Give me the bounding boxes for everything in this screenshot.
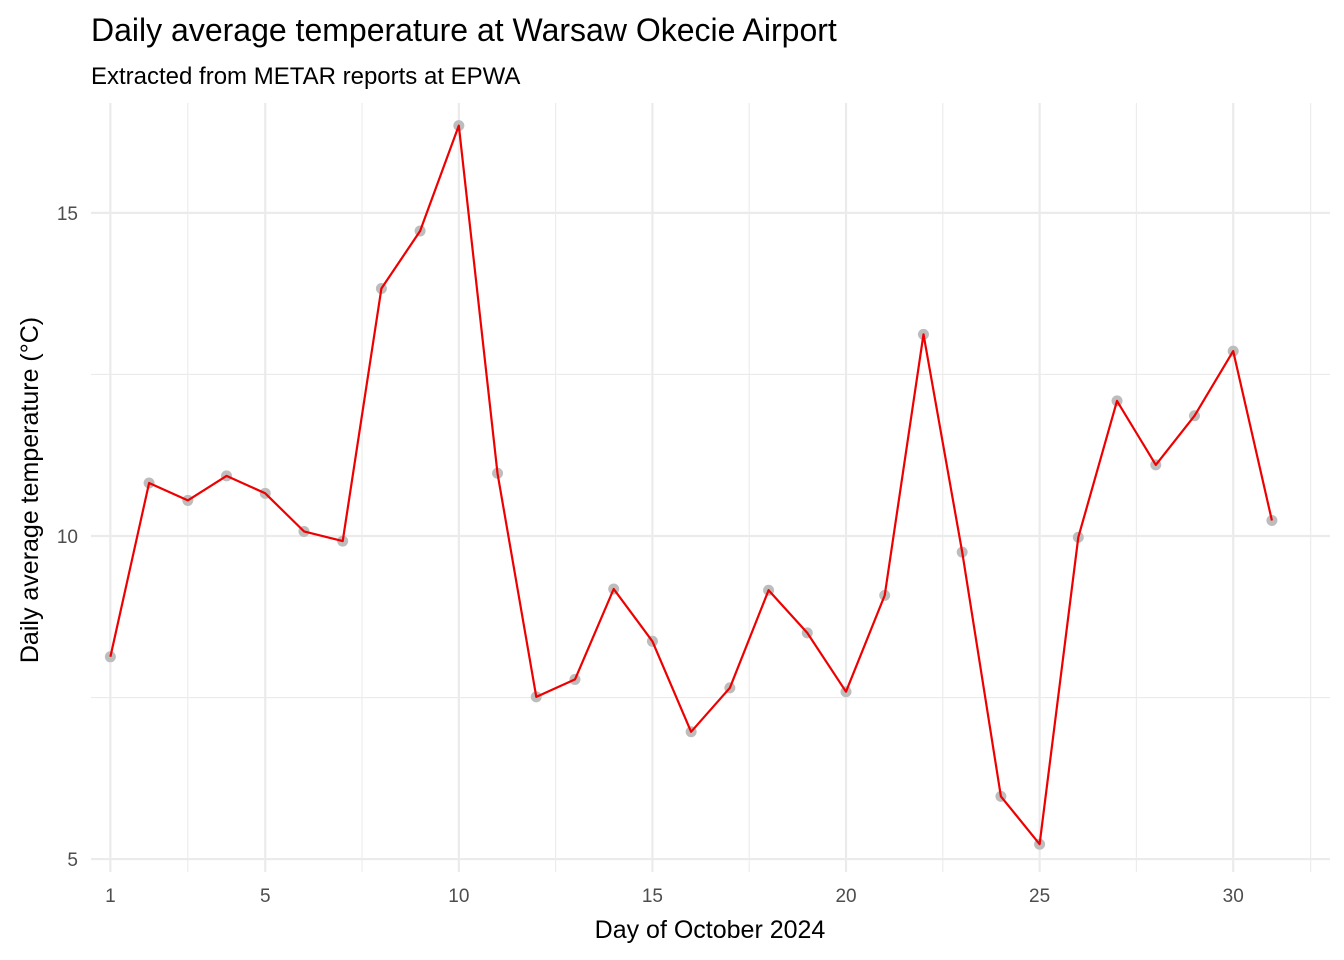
gridlines: [91, 103, 1330, 872]
data-point-day-1: [104, 651, 116, 663]
y-tick-label-0: 5: [67, 850, 78, 871]
x-tick-label-2: 10: [448, 886, 469, 907]
y-tick-label-1: 10: [57, 527, 78, 548]
temperature-series: [104, 120, 1278, 850]
temperature-line: [109, 124, 1273, 846]
x-tick-label-1: 5: [260, 886, 271, 907]
x-tick-label-4: 20: [835, 886, 856, 907]
x-axis-title: Day of October 2024: [595, 916, 826, 944]
y-axis-title: Daily average temperature (°C): [16, 317, 44, 663]
x-tick-label-5: 25: [1029, 886, 1050, 907]
x-tick-label-6: 30: [1223, 886, 1244, 907]
x-axis-tick-labels: 1 5 10 15 20 25 30: [105, 886, 1244, 907]
x-tick-label-3: 15: [642, 886, 663, 907]
chart-title: Daily average temperature at Warsaw Okec…: [91, 12, 837, 48]
chart-subtitle: Extracted from METAR reports at EPWA: [91, 63, 520, 90]
y-axis-tick-labels: 5 10 15: [57, 204, 78, 871]
y-tick-label-2: 15: [57, 204, 78, 225]
x-tick-label-0: 1: [105, 886, 116, 907]
